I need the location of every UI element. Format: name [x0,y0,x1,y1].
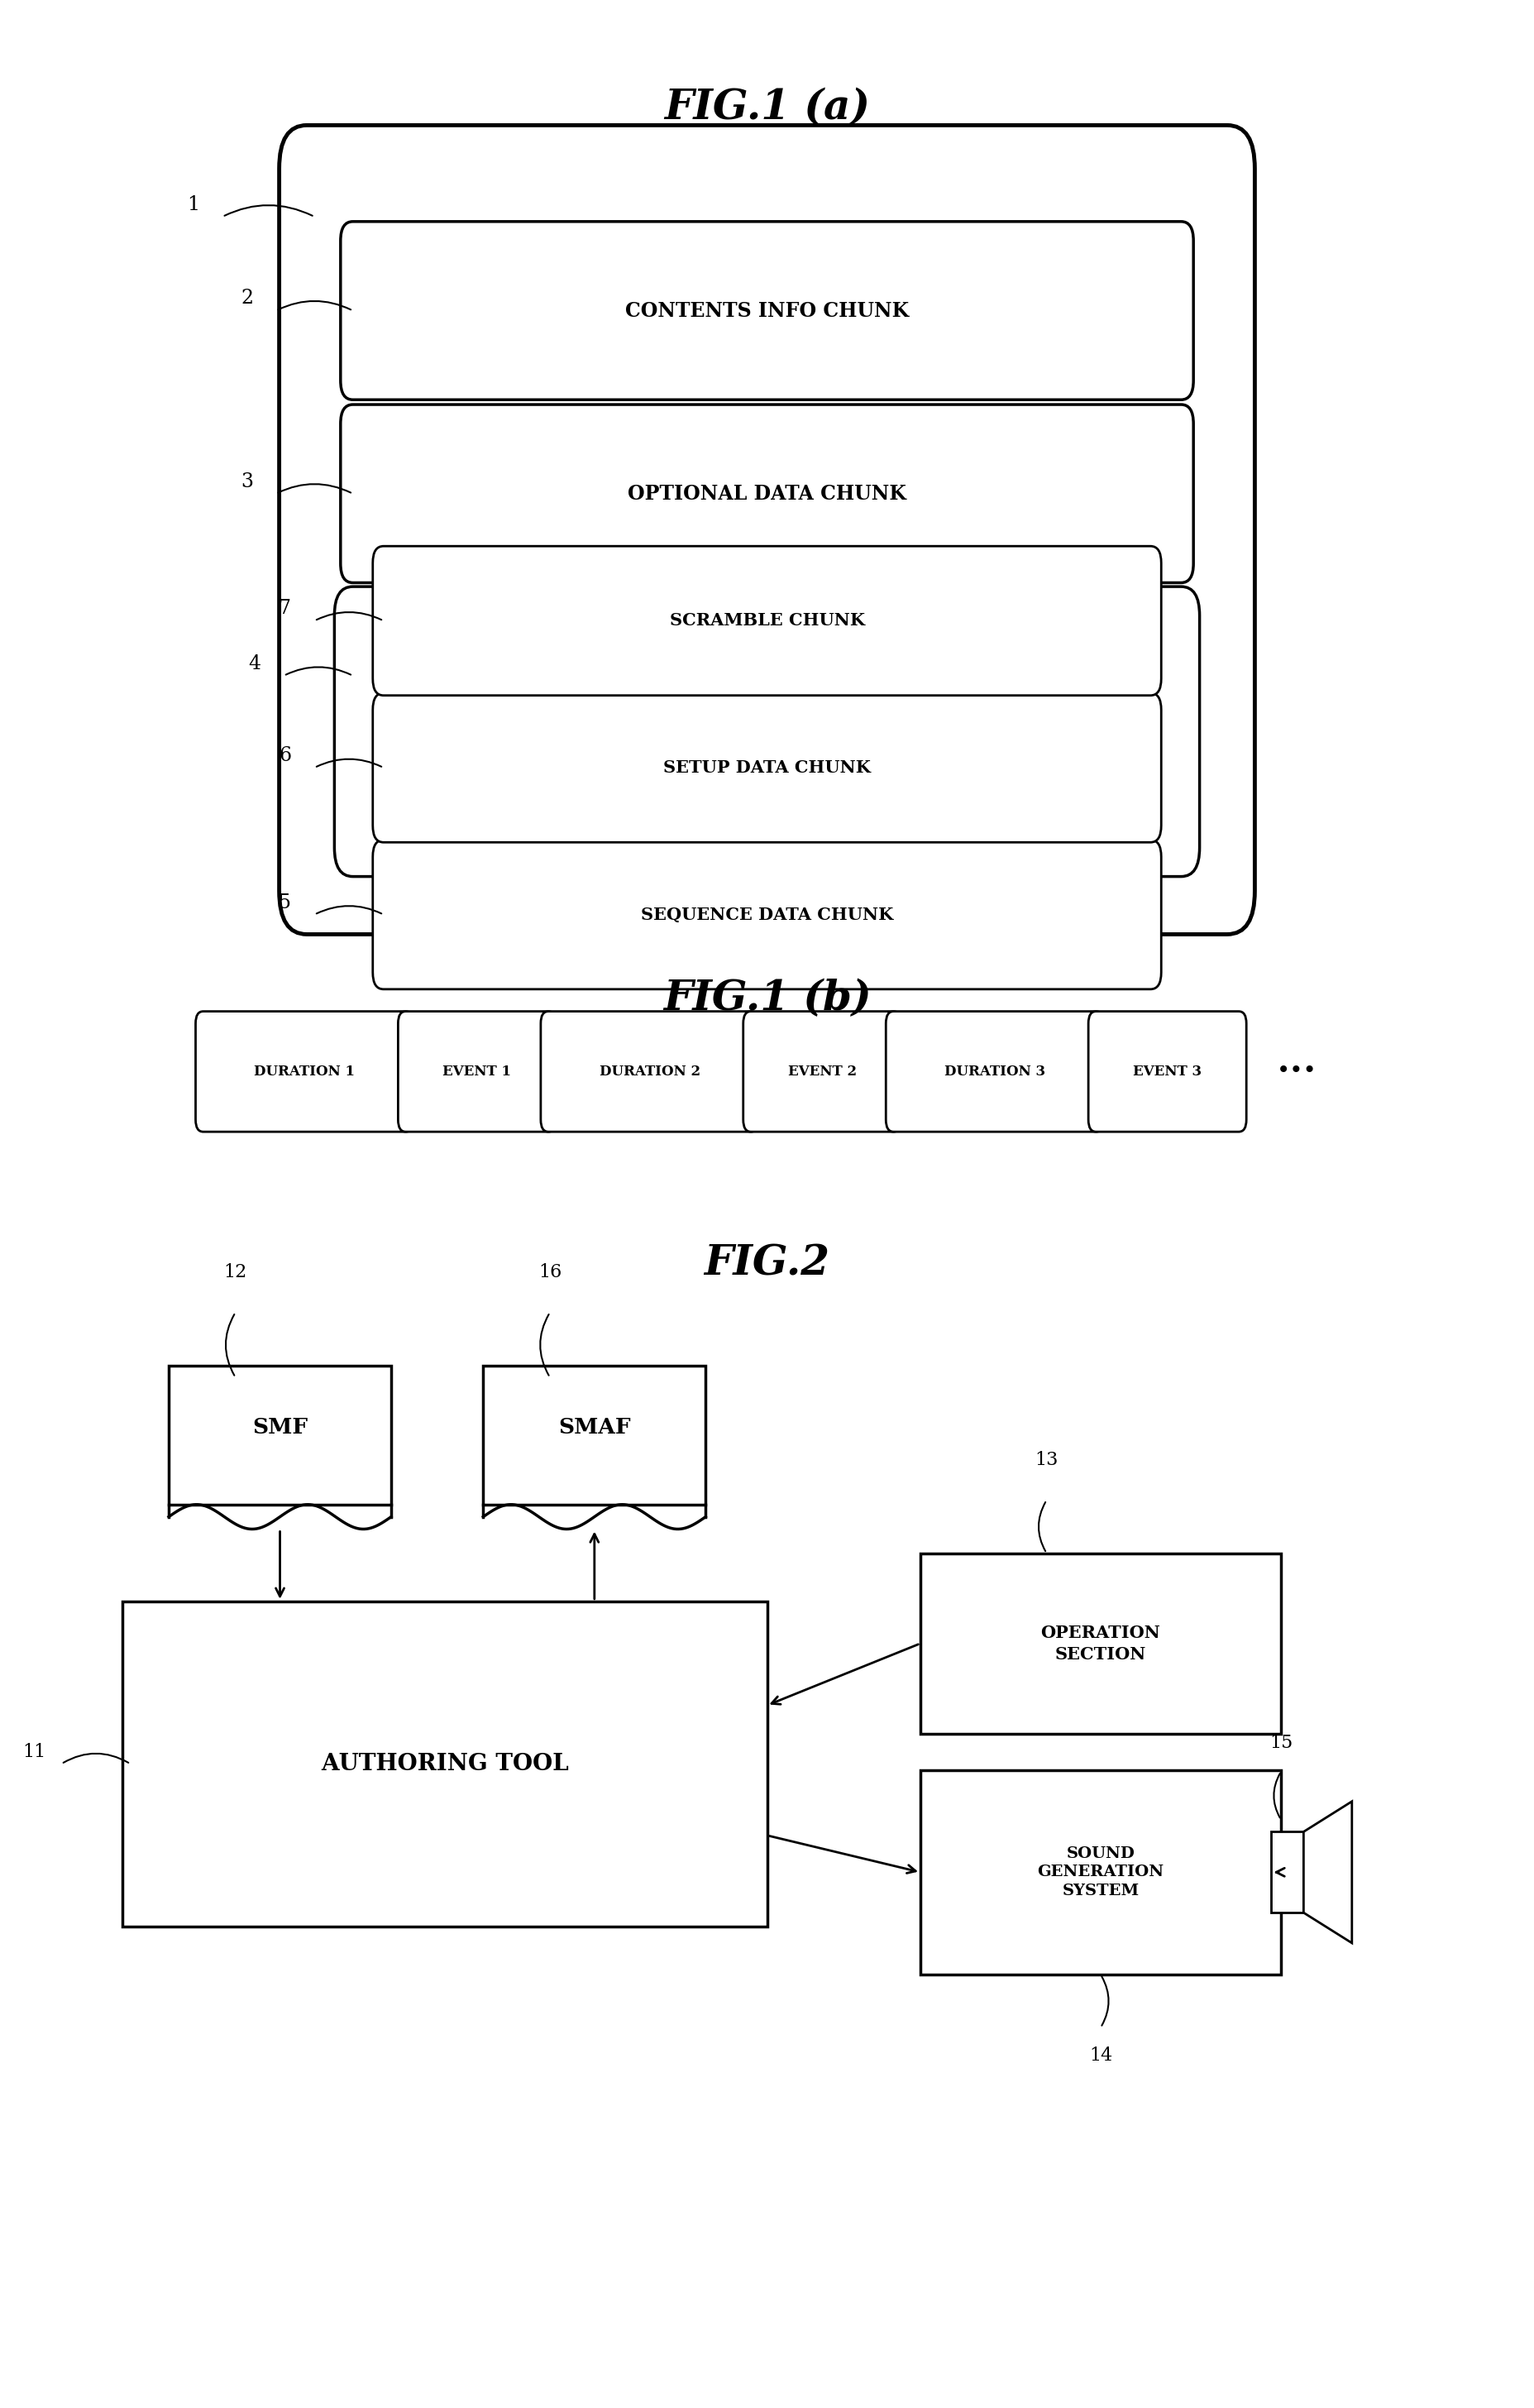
FancyBboxPatch shape [373,840,1161,990]
Text: DURATION 2: DURATION 2 [600,1064,700,1079]
Text: SETUP DATA CHUNK: SETUP DATA CHUNK [663,759,871,775]
Text: 3: 3 [241,472,253,491]
Text: OPERATION
SECTION: OPERATION SECTION [1040,1625,1161,1662]
Text: 11: 11 [23,1743,46,1760]
FancyBboxPatch shape [373,547,1161,696]
Text: •••: ••• [1276,1060,1318,1084]
FancyBboxPatch shape [373,694,1161,843]
Text: SMAF: SMAF [558,1418,630,1438]
Text: SMF: SMF [252,1418,308,1438]
Text: EVENT 3: EVENT 3 [1134,1064,1201,1079]
FancyBboxPatch shape [742,1011,900,1132]
FancyBboxPatch shape [540,1011,758,1132]
Bar [1272,1832,1304,1912]
Text: FIG.1 (a): FIG.1 (a) [664,89,870,128]
Text: SOUND
GENERATION
SYSTEM: SOUND GENERATION SYSTEM [1037,1847,1164,1898]
Text: EVENT 2: EVENT 2 [788,1064,856,1079]
Text: SCORE TRACK CHUNK: SCORE TRACK CHUNK [647,667,887,684]
Text: 6: 6 [279,746,291,766]
Bar [483,1365,706,1505]
FancyBboxPatch shape [279,125,1255,934]
Text: OPTIONAL DATA CHUNK: OPTIONAL DATA CHUNK [627,484,907,503]
Text: 2: 2 [241,289,253,308]
Text: EVENT 1: EVENT 1 [443,1064,511,1079]
Text: 12: 12 [224,1262,247,1281]
FancyBboxPatch shape [196,1011,414,1132]
FancyBboxPatch shape [334,588,1200,877]
Text: CONTENTS INFO CHUNK: CONTENTS INFO CHUNK [626,301,908,320]
FancyBboxPatch shape [1088,1011,1246,1132]
FancyBboxPatch shape [341,405,1193,583]
FancyBboxPatch shape [885,1011,1104,1132]
Text: SCRAMBLE CHUNK: SCRAMBLE CHUNK [669,612,865,628]
Text: 5: 5 [279,893,291,913]
Text: 13: 13 [1035,1450,1058,1469]
Polygon shape [1304,1801,1351,1943]
Text: 14: 14 [1089,2047,1112,2066]
Bar [123,1601,767,1926]
Text: FIG.1 (b): FIG.1 (b) [663,980,871,1019]
Text: 4: 4 [249,655,261,674]
FancyBboxPatch shape [341,222,1193,400]
Text: DURATION 1: DURATION 1 [255,1064,354,1079]
Bar [920,1553,1281,1734]
Text: SEQUENCE DATA CHUNK: SEQUENCE DATA CHUNK [641,905,893,922]
Text: AUTHORING TOOL: AUTHORING TOOL [321,1753,569,1775]
Text: 15: 15 [1269,1734,1293,1753]
Text: FIG.2: FIG.2 [704,1245,830,1283]
Text: DURATION 3: DURATION 3 [945,1064,1045,1079]
Text: 7: 7 [279,600,291,619]
Bar [920,1770,1281,1975]
Bar [169,1365,391,1505]
FancyBboxPatch shape [397,1011,555,1132]
Text: 1: 1 [187,195,199,214]
Text: 16: 16 [538,1262,561,1281]
